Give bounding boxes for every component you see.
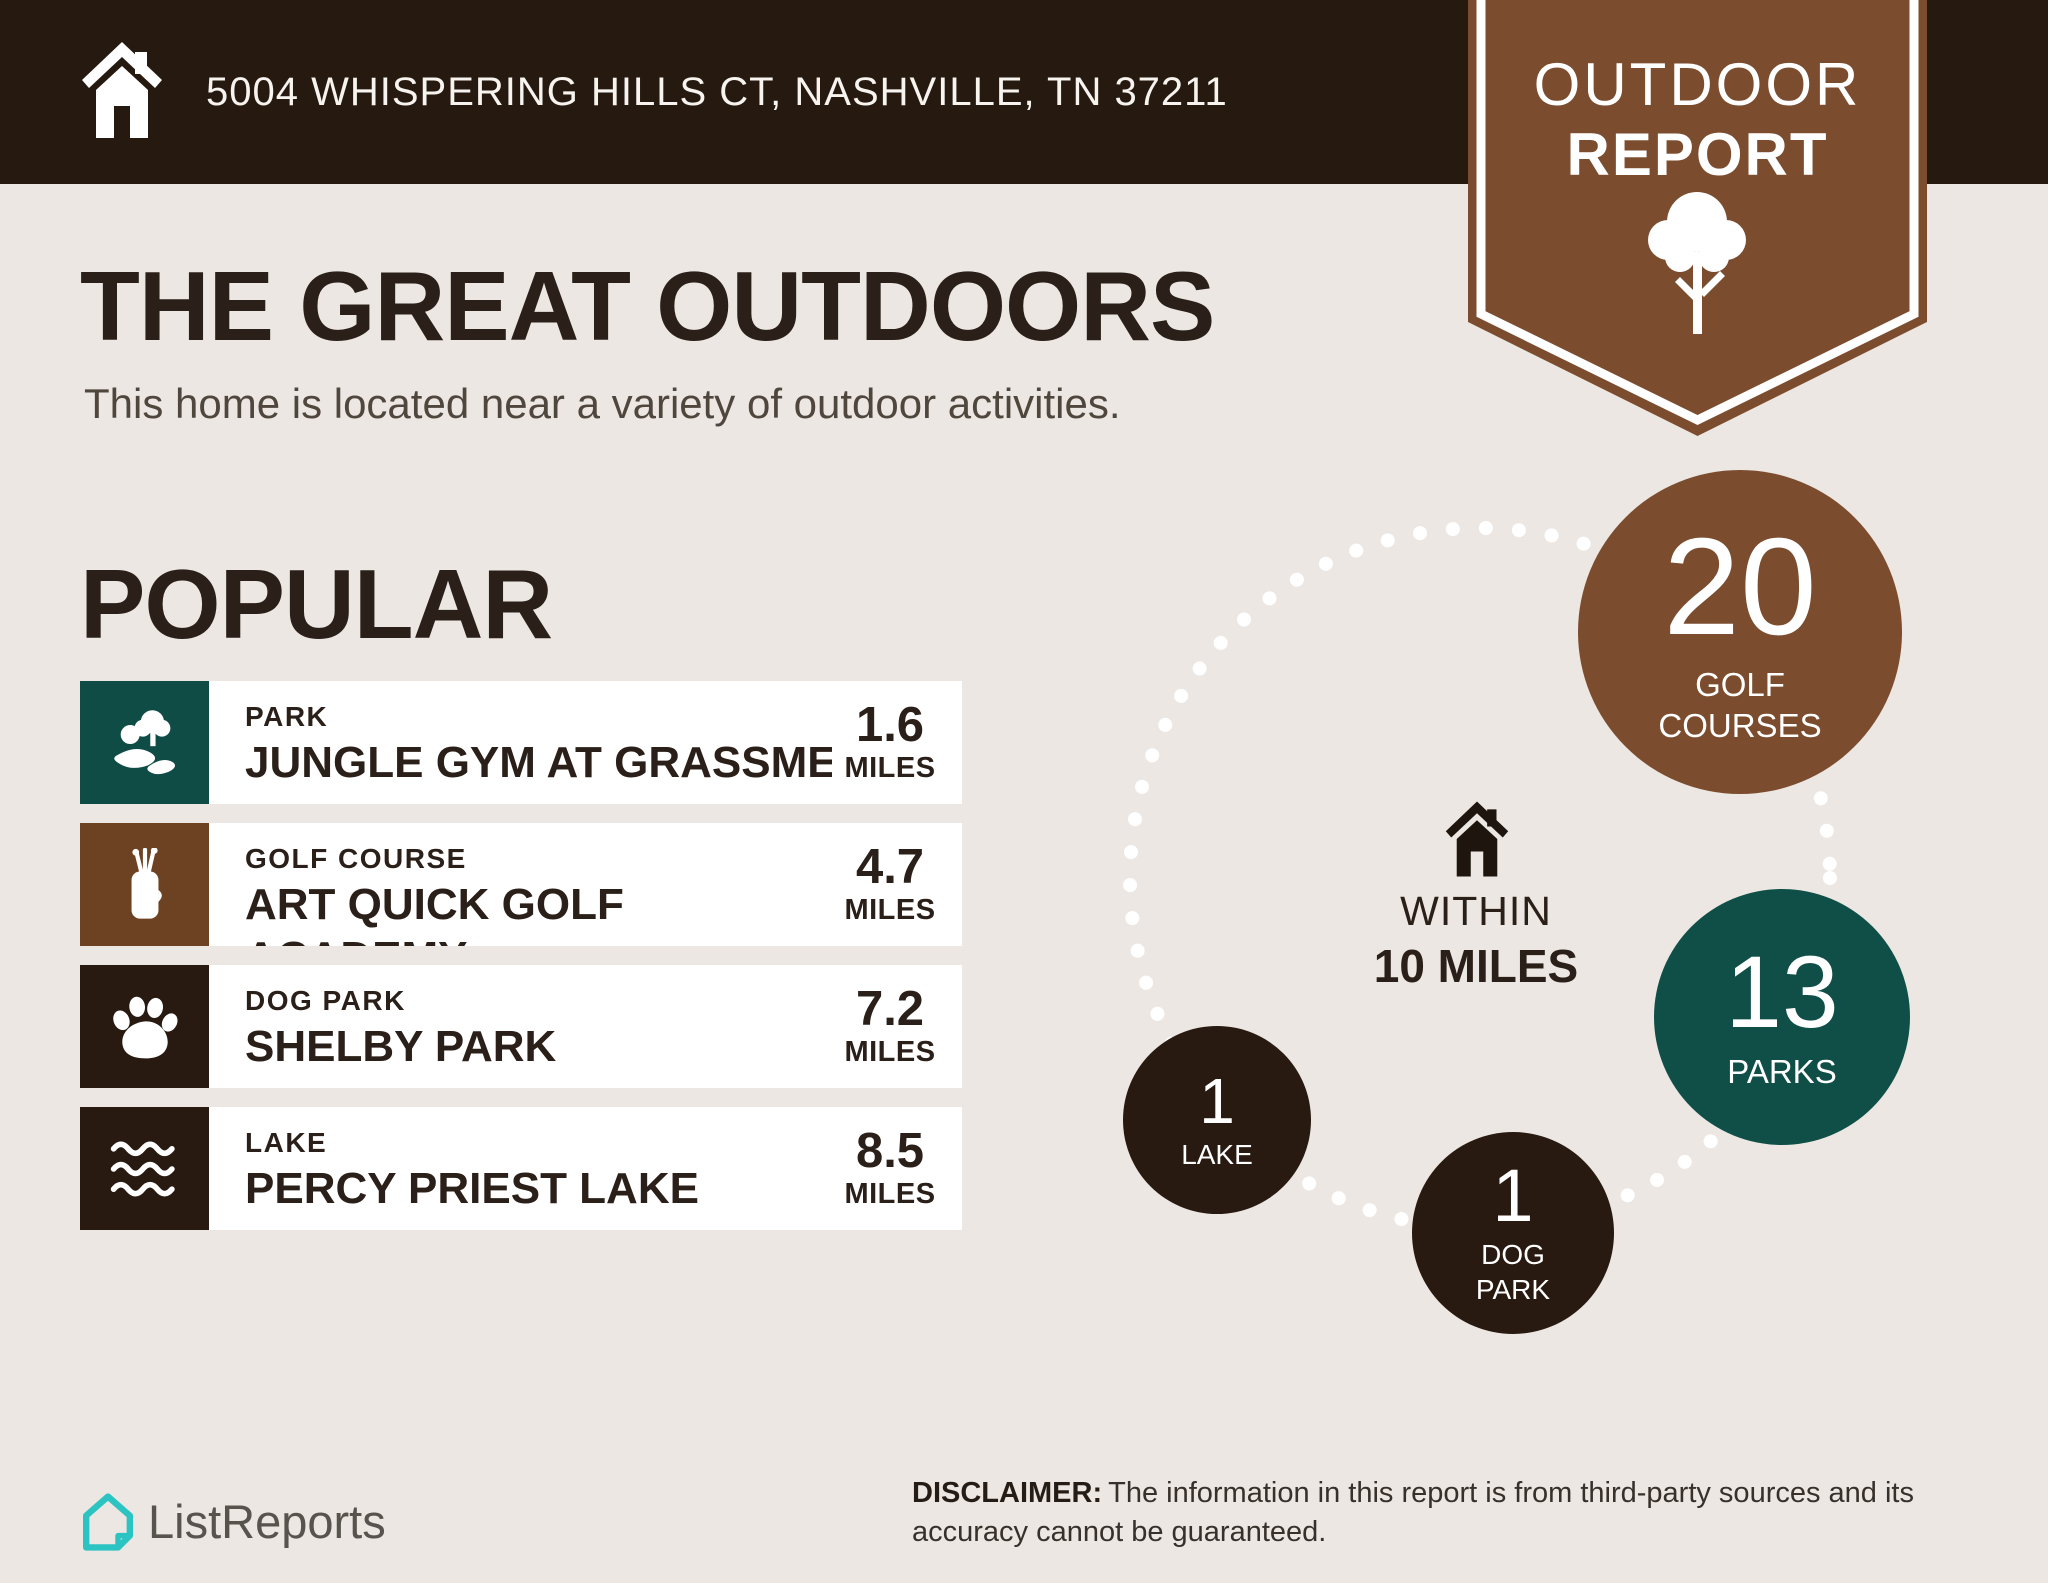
distance-unit: MILES xyxy=(844,893,936,926)
popular-list: PARK JUNGLE GYM AT GRASSMERE 1.6 MILES xyxy=(80,681,962,1249)
distance-unit: MILES xyxy=(844,1177,936,1210)
outdoor-report-ribbon xyxy=(1468,0,1927,436)
item-distance: 8.5 MILES xyxy=(832,1107,962,1230)
listreports-brand-text: ListReports xyxy=(148,1495,386,1548)
within-text: WITHIN xyxy=(1400,888,1552,934)
item-category: GOLF COURSE xyxy=(245,843,467,874)
list-item-body: GOLF COURSE ART QUICK GOLF ACADEMY xyxy=(209,823,832,946)
item-name: ART QUICK GOLF ACADEMY xyxy=(245,880,624,946)
list-item-park: PARK JUNGLE GYM AT GRASSMERE 1.6 MILES xyxy=(80,681,962,804)
item-distance: 4.7 MILES xyxy=(832,823,962,946)
disclaimer-label: DISCLAIMER: xyxy=(912,1477,1103,1509)
disclaimer: DISCLAIMER: The information in this repor… xyxy=(912,1474,2004,1552)
distance-value: 1.6 xyxy=(855,698,925,753)
item-name: SHELBY PARK xyxy=(245,1022,557,1071)
item-category: PARK xyxy=(245,701,329,732)
distance-value: 4.7 xyxy=(855,840,925,895)
lake-bubble: 1 LAKE xyxy=(1123,1026,1311,1214)
list-item-body: DOG PARK SHELBY PARK xyxy=(209,965,832,1088)
disclaimer-text: The information in this report is from t… xyxy=(912,1477,1914,1549)
item-distance: 7.2 MILES xyxy=(832,965,962,1088)
list-item-body: PARK JUNGLE GYM AT GRASSMERE xyxy=(209,681,832,804)
tree-icon xyxy=(1648,192,1746,334)
lake-label: LAKE xyxy=(1181,1138,1253,1170)
property-address: 5004 WHISPERING HILLS CT, NASHVILLE, TN … xyxy=(206,70,1228,114)
dog-park-label: DOG PARK xyxy=(1475,1239,1551,1305)
home-icon xyxy=(1445,801,1509,877)
ribbon-title-line1: OUTDOOR xyxy=(1533,51,1862,118)
home-icon xyxy=(82,42,162,138)
item-name: PERCY PRIEST LAKE xyxy=(245,1164,699,1213)
popular-heading: POPULAR xyxy=(80,549,553,659)
list-item-body: LAKE PERCY PRIEST LAKE xyxy=(209,1107,832,1230)
distance-value: 7.2 xyxy=(855,982,925,1037)
dog-park-bubble: 1 DOG PARK xyxy=(1412,1132,1614,1334)
paw-icon xyxy=(80,965,209,1088)
waves-icon xyxy=(80,1107,209,1230)
within-miles-text: 10 MILES xyxy=(1373,940,1579,992)
golf-bag-icon xyxy=(80,823,209,946)
parks-label: PARKS xyxy=(1727,1053,1837,1091)
dog-park-count: 1 xyxy=(1492,1154,1534,1237)
distance-unit: MILES xyxy=(844,751,936,784)
distance-unit: MILES xyxy=(844,1035,936,1068)
ribbon-title-line2: REPORT xyxy=(1566,121,1829,188)
listreports-logo-icon xyxy=(83,1493,133,1551)
item-category: LAKE xyxy=(245,1127,328,1158)
page-title: THE GREAT OUTDOORS xyxy=(80,251,1215,361)
list-item-golf-course: GOLF COURSE ART QUICK GOLF ACADEMY 4.7 M… xyxy=(80,823,962,946)
parks-count: 13 xyxy=(1725,935,1839,1050)
distance-value: 8.5 xyxy=(855,1124,925,1179)
list-item-dog-park: DOG PARK SHELBY PARK 7.2 MILES xyxy=(80,965,962,1088)
parks-bubble: 13 PARKS xyxy=(1654,889,1910,1145)
lake-count: 1 xyxy=(1199,1064,1235,1137)
within-radius-label: WITHIN 10 MILES xyxy=(1326,888,1626,993)
item-name: JUNGLE GYM AT GRASSMERE xyxy=(245,738,832,787)
item-distance: 1.6 MILES xyxy=(832,681,962,804)
golf-courses-label: GOLF COURSES xyxy=(1658,665,1822,744)
golf-courses-bubble: 20 GOLF COURSES xyxy=(1578,470,1902,794)
list-item-lake: LAKE PERCY PRIEST LAKE 8.5 MILES xyxy=(80,1107,962,1230)
item-category: DOG PARK xyxy=(245,985,406,1016)
park-icon xyxy=(80,681,209,804)
golf-courses-count: 20 xyxy=(1663,509,1817,664)
page-subtitle: This home is located near a variety of o… xyxy=(84,380,1121,427)
